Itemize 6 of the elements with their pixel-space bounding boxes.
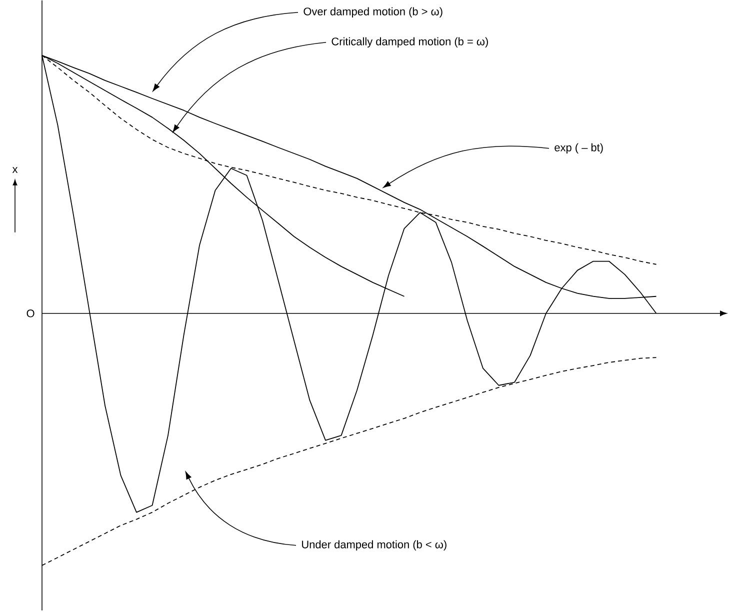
text: Over damped motion (b > ω): [304, 7, 442, 18]
annotation: Under damped motion (b < ω): [302, 540, 446, 550]
annotation: exp ( – bt): [554, 143, 603, 154]
y-axis-title: x: [12, 166, 18, 173]
text: Critically damped motion (b = ω): [332, 37, 488, 48]
annotation: O: [26, 309, 34, 318]
